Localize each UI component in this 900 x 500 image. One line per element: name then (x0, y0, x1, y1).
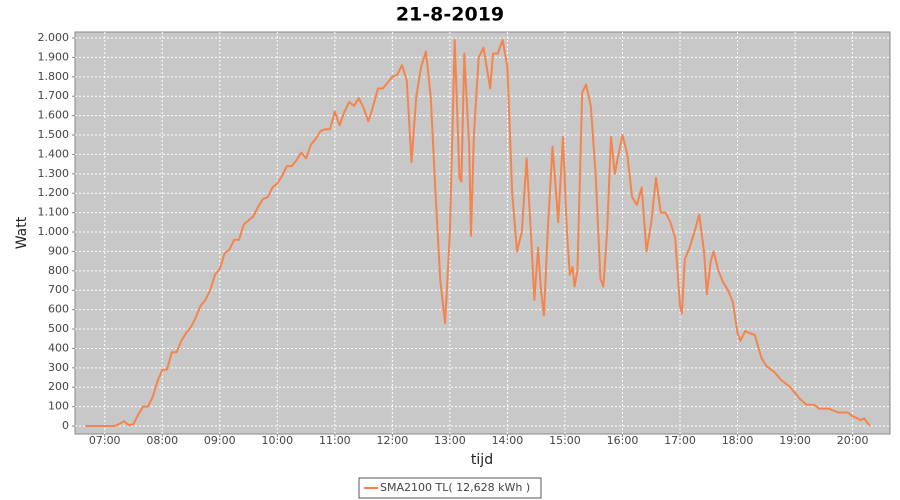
y-tick-label: 1.100 (38, 206, 70, 219)
y-tick-label: 500 (48, 322, 69, 335)
x-tick-label: 13:00 (434, 434, 466, 447)
y-tick-label: 1.300 (38, 167, 70, 180)
plot-area (74, 31, 891, 435)
y-tick-label: 100 (48, 400, 69, 413)
x-tick-label: 08:00 (146, 434, 178, 447)
y-tick-label: 300 (48, 361, 69, 374)
y-tick-label: 1.400 (38, 147, 70, 160)
legend (358, 477, 542, 499)
y-tick-label: 1.200 (38, 186, 70, 199)
x-tick-label: 16:00 (607, 434, 639, 447)
y-tick-label: 2.000 (38, 31, 70, 44)
y-tick-label: 1.500 (38, 128, 70, 141)
chart-title: 21-8-2019 (396, 4, 504, 26)
x-tick-label: 19:00 (779, 434, 811, 447)
x-axis-label: tijd (471, 452, 493, 468)
y-tick-label: 900 (48, 244, 69, 257)
y-tick-label: 200 (48, 380, 69, 393)
x-tick-label: 12:00 (377, 434, 409, 447)
y-tick-label: 800 (48, 264, 69, 277)
y-tick-label: 1.800 (38, 70, 70, 83)
y-tick-label: 1.900 (38, 50, 70, 63)
legend-label: SMA2100 TL( 12,628 kWh ) (380, 481, 530, 494)
y-tick-label: 0 (62, 419, 69, 432)
x-tick-label: 17:00 (664, 434, 696, 447)
x-tick-label: 15:00 (549, 434, 581, 447)
x-tick-label: 14:00 (492, 434, 524, 447)
y-tick-label: 400 (48, 341, 69, 354)
x-tick-label: 07:00 (89, 434, 121, 447)
series-line (85, 39, 871, 427)
x-tick-label: 20:00 (837, 434, 869, 447)
y-tick-label: 1.000 (38, 225, 70, 238)
x-tick-label: 09:00 (204, 434, 236, 447)
y-axis-label: Watt (14, 216, 30, 249)
y-tick-label: 700 (48, 283, 69, 296)
x-tick-label: 18:00 (722, 434, 754, 447)
y-tick-label: 600 (48, 303, 69, 316)
x-tick-label: 11:00 (319, 434, 351, 447)
y-tick-label: 1.600 (38, 109, 70, 122)
x-tick-label: 10:00 (261, 434, 293, 447)
y-tick-label: 1.700 (38, 89, 70, 102)
